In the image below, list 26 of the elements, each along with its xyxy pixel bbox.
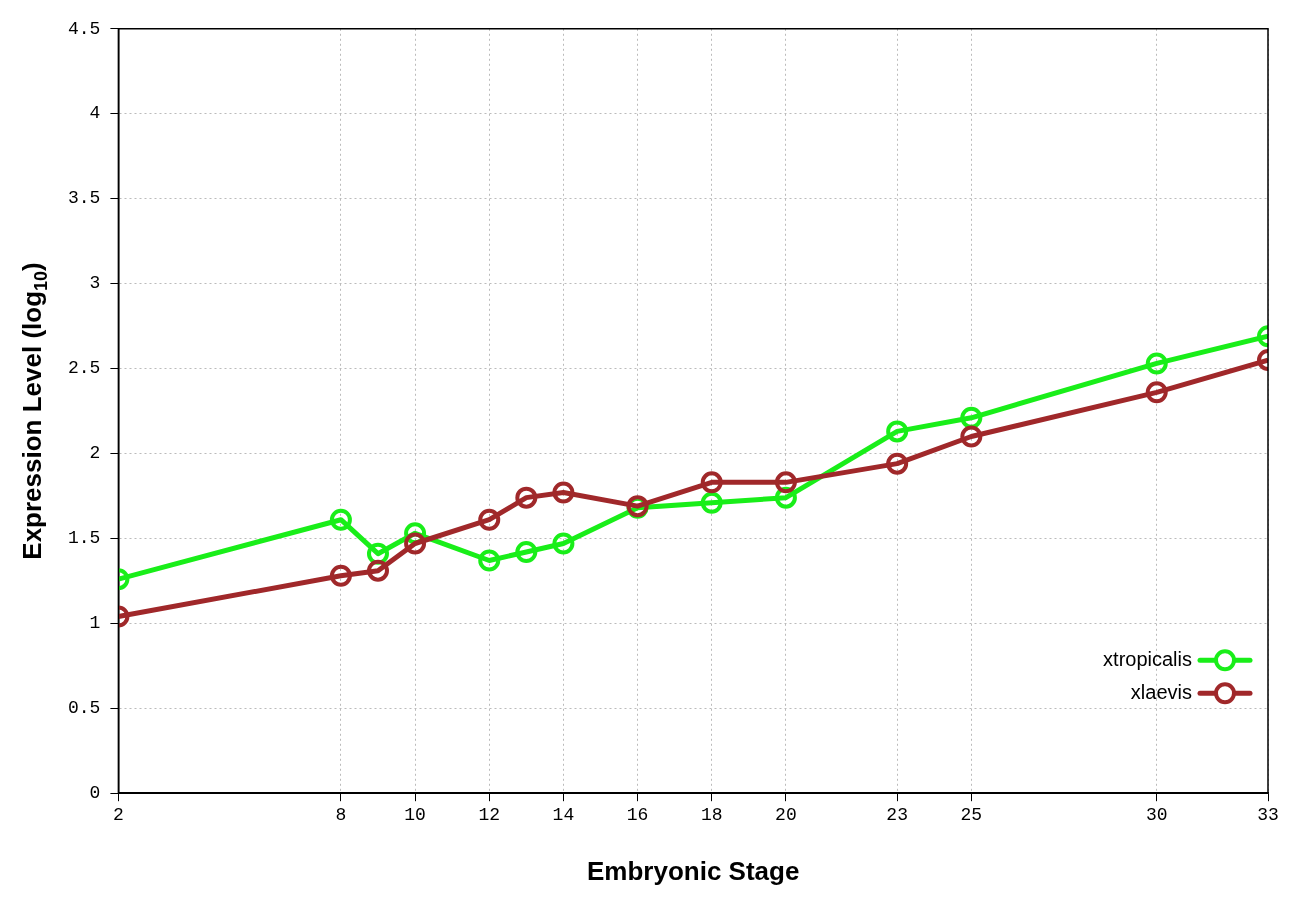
y-axis-title: Expression Level (log10) [17,262,51,560]
x-tick-label: 30 [1145,804,1168,825]
y-tick-label: 2.5 [68,358,101,379]
x-axis-title: Embryonic Stage [587,855,800,886]
x-tick-label: 23 [886,804,908,825]
x-tick-label: 12 [478,804,501,825]
legend-label: xtropicalis [1103,647,1192,670]
x-tick-label: 25 [960,804,983,825]
y-tick-label: 3 [89,273,101,294]
x-tick-label: 8 [335,804,347,825]
y-tick-label: 2 [89,443,101,464]
y-tick-label: 1.5 [68,528,101,549]
y-tick-label: 4.5 [68,18,101,39]
x-tick-label: 18 [700,804,723,825]
x-tick-label: 10 [404,804,426,825]
y-tick-label: 1 [89,613,101,634]
x-tick-label: 14 [552,804,575,825]
legend-label: xlaevis [1130,680,1192,703]
x-tick-label: 33 [1257,804,1279,825]
y-tick-label: 0 [89,782,101,803]
y-tick-label: 0.5 [68,698,101,719]
x-tick-label: 2 [113,804,124,825]
x-tick-label: 16 [626,804,649,825]
y-tick-label: 4 [89,103,101,124]
x-tick-label: 20 [775,804,797,825]
y-tick-label: 3.5 [68,188,101,209]
